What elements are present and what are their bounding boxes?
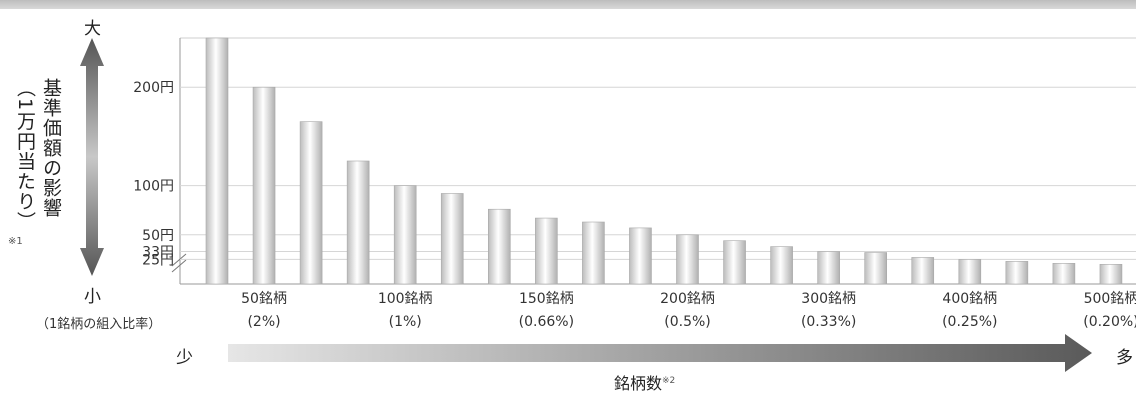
x-group-count-label: 300銘柄 [801, 291, 856, 307]
x-group-count-label: 400銘柄 [942, 291, 997, 307]
y-axis-top-label: 大 [84, 19, 101, 39]
bar [440, 193, 464, 285]
bar [817, 251, 840, 285]
x-group-ratio-label: (0.66%) [519, 314, 574, 330]
y-axis-title-line1: 基準価額の影響 [40, 78, 62, 218]
x-group-ratio-label: (0.33%) [801, 314, 856, 330]
bar [487, 208, 511, 285]
gridlines [180, 86, 1136, 260]
x-axis-right-label: 多 [1116, 348, 1133, 368]
bar [723, 240, 746, 285]
x-axis-title-text: 銘柄数 [614, 374, 663, 393]
bars [205, 37, 1123, 285]
y-axis-title-line2: （1万円当たり） [14, 78, 36, 232]
x-group-count-label: 50銘柄 [241, 291, 287, 307]
bar [629, 227, 652, 285]
x-group-ratio-label: (0.20%) [1083, 314, 1136, 330]
x-axis-left-label: 少 [176, 348, 193, 368]
y-axis-title: （1万円当たり） 基準価額の影響 [6, 78, 70, 268]
vertical-scale-arrow [80, 38, 104, 276]
bar [864, 252, 888, 285]
bar [582, 221, 605, 285]
bar [676, 234, 699, 285]
x-group-count-label: 100銘柄 [378, 291, 433, 307]
top-header-strip [0, 0, 1136, 9]
x-labels: 50銘柄 (2%) 100銘柄 (1%) 150銘柄 (0.66%) 200銘柄 (0.5%)… [241, 291, 1136, 330]
bar [1005, 261, 1029, 285]
bar [535, 217, 558, 285]
bar [252, 86, 276, 285]
y-axis-note: ※1 [8, 236, 23, 247]
bar [346, 160, 370, 285]
x-group-count-label: 150銘柄 [519, 291, 574, 307]
bar [299, 121, 323, 285]
y-axis-bottom-label: 小 [84, 287, 101, 307]
x-group-ratio-label: (1%) [389, 314, 422, 330]
x-group-count-label: 500銘柄 [1084, 291, 1136, 307]
bar [393, 185, 417, 285]
x-axis-title: 銘柄数※2 [614, 370, 675, 394]
y-tick-label: 50円 [142, 228, 174, 244]
x-axis-note: ※2 [662, 376, 676, 386]
bar [911, 257, 935, 285]
bar [770, 246, 793, 285]
x-group-ratio-label: (0.25%) [942, 314, 997, 330]
x-group-count-label: 200銘柄 [660, 291, 715, 307]
bar [1052, 263, 1076, 285]
horizontal-scale-arrow [228, 334, 1092, 372]
ratio-caption: （1銘柄の組入比率） [36, 317, 162, 332]
y-tick-label: 33円 [142, 245, 174, 261]
x-group-ratio-label: (0.5%) [664, 314, 711, 330]
x-group-ratio-label: (2%) [247, 314, 280, 330]
y-tick-label: 200円 [133, 80, 174, 96]
bar [958, 259, 982, 285]
bar [205, 37, 229, 285]
y-tick-label: 100円 [133, 179, 174, 195]
bar [1099, 264, 1123, 285]
y-tick-label: 25円 [142, 252, 174, 268]
